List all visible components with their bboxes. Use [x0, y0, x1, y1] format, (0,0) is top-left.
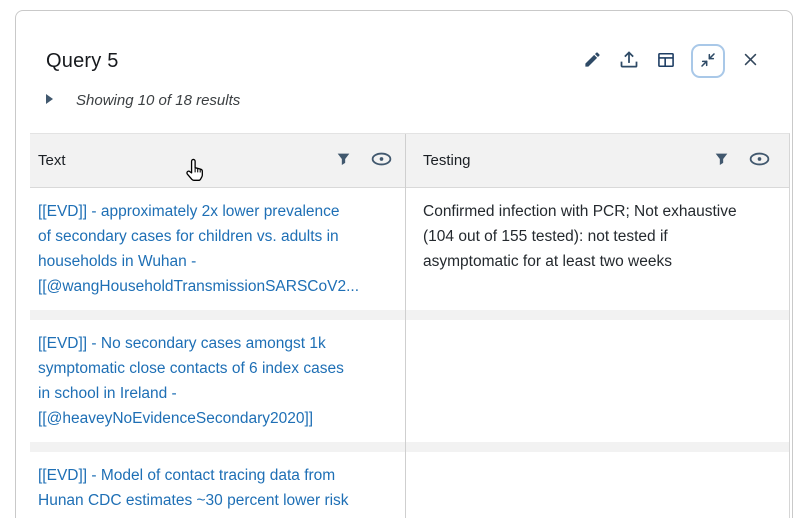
close-icon [742, 51, 759, 71]
text-cell-link[interactable]: [[EVD]] - No secondary cases amongst 1k s… [38, 335, 344, 427]
testing-cell [405, 452, 789, 518]
table-row: [[EVD]] - approximately 2x lower prevale… [30, 188, 789, 310]
expand-results-toggle[interactable] [43, 92, 55, 110]
pencil-icon [583, 50, 602, 72]
export-button[interactable] [617, 49, 641, 73]
panel-header: Query 5 [46, 44, 762, 78]
upload-icon [619, 50, 639, 73]
collapse-arrows-icon [700, 52, 716, 71]
close-button[interactable] [738, 49, 762, 73]
table-view-button[interactable] [654, 49, 678, 73]
testing-cell: Confirmed infection with PCR; Not exhaus… [423, 203, 737, 270]
filter-button[interactable] [333, 151, 353, 171]
filter-button[interactable] [711, 151, 731, 171]
results-table: Text [30, 133, 790, 518]
table-row: [[EVD]] - Model of contact tracing data … [30, 452, 789, 518]
results-summary-row: Showing 10 of 18 results [43, 92, 762, 109]
filter-icon [714, 151, 729, 170]
panel-toolbar [580, 44, 762, 78]
results-summary: Showing 10 of 18 results [76, 92, 241, 109]
table-row: [[EVD]] - No secondary cases amongst 1k s… [30, 320, 789, 442]
text-cell-link[interactable]: [[EVD]] - Model of contact tracing data … [38, 467, 349, 518]
column-header-testing[interactable]: Testing [405, 134, 789, 187]
column-divider [405, 134, 406, 518]
table-icon [656, 50, 676, 73]
testing-cell [405, 320, 789, 442]
column-label: Testing [423, 152, 471, 169]
eye-icon [749, 152, 770, 169]
query-panel: Query 5 [15, 10, 793, 518]
query-title: Query 5 [46, 49, 119, 72]
table-header-row: Text [30, 134, 789, 188]
visibility-button[interactable] [749, 151, 769, 171]
triangle-right-icon [45, 92, 54, 110]
eye-icon [371, 152, 392, 169]
filter-icon [336, 151, 351, 170]
edit-button[interactable] [580, 49, 604, 73]
collapse-button[interactable] [691, 44, 725, 78]
text-cell-link[interactable]: [[EVD]] - approximately 2x lower prevale… [38, 203, 359, 295]
visibility-button[interactable] [371, 151, 391, 171]
column-header-text[interactable]: Text [30, 134, 405, 187]
column-label: Text [38, 152, 66, 169]
